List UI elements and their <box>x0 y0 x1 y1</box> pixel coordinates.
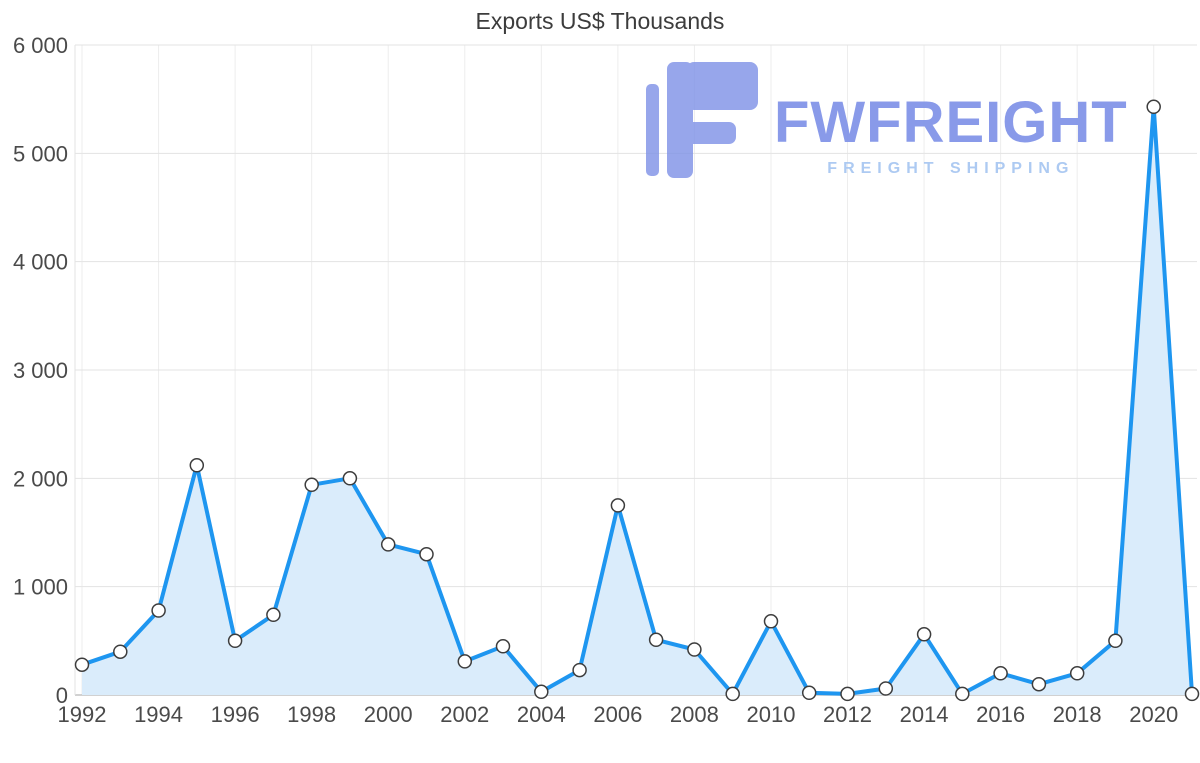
data-point-marker <box>457 654 473 669</box>
x-tick-label: 2000 <box>364 702 413 727</box>
data-point-marker <box>763 614 779 629</box>
x-tick-label: 2016 <box>976 702 1025 727</box>
x-tick-label: 2008 <box>670 702 719 727</box>
data-point-marker <box>1108 633 1123 649</box>
y-tick-label: 5 000 <box>13 141 68 166</box>
data-point-marker <box>648 632 664 648</box>
x-tick-label: 2006 <box>593 702 642 727</box>
data-point-marker <box>74 657 90 672</box>
data-point-marker <box>495 639 511 654</box>
y-tick-label: 6 000 <box>13 33 68 58</box>
data-point-marker <box>189 458 205 473</box>
data-point-marker <box>916 627 932 642</box>
y-axis-labels: 0 1 000 2 000 3 000 4 000 5 000 6 000 <box>13 33 68 708</box>
y-tick-label: 2 000 <box>13 466 68 491</box>
data-point-marker <box>687 642 702 657</box>
data-point-markers <box>74 99 1200 702</box>
data-point-marker <box>955 686 970 702</box>
x-tick-label: 2018 <box>1053 702 1102 727</box>
data-point-marker <box>1031 676 1047 692</box>
y-tick-label: 0 <box>56 683 68 708</box>
x-tick-label: 2014 <box>900 702 949 727</box>
x-tick-label: 2012 <box>823 702 872 727</box>
x-tick-label: 1998 <box>287 702 336 727</box>
x-tick-label: 1996 <box>211 702 260 727</box>
x-tick-label: 2020 <box>1129 702 1178 727</box>
data-point-marker <box>1069 666 1085 681</box>
data-point-marker <box>1184 686 1200 702</box>
data-point-marker <box>227 633 243 649</box>
y-tick-label: 3 000 <box>13 358 68 383</box>
data-point-marker <box>610 498 626 513</box>
data-point-marker <box>304 477 319 493</box>
data-point-marker <box>725 686 740 702</box>
data-point-marker <box>801 685 817 701</box>
data-point-marker <box>151 603 166 618</box>
chart-title: Exports US$ Thousands <box>475 8 725 34</box>
x-axis-labels: 1992 1994 1996 1998 2000 2002 2004 2006 2008 2010… <box>58 702 1179 727</box>
x-tick-label: 1992 <box>58 702 107 727</box>
data-point-marker <box>342 471 358 486</box>
data-point-marker <box>840 686 855 702</box>
data-point-marker <box>380 537 396 552</box>
data-point-marker <box>993 666 1008 681</box>
x-tick-label: 1994 <box>134 702 183 727</box>
data-point-marker <box>878 681 894 696</box>
data-point-marker <box>419 546 434 562</box>
y-tick-label: 4 000 <box>13 250 68 275</box>
data-point-marker <box>534 684 549 700</box>
x-tick-label: 2004 <box>517 702 566 727</box>
data-point-marker <box>572 662 587 678</box>
x-tick-label: 2002 <box>440 702 489 727</box>
data-point-marker <box>113 644 128 659</box>
y-tick-label: 1 000 <box>13 575 68 600</box>
x-tick-label: 2010 <box>746 702 795 727</box>
data-point-marker <box>1146 99 1161 115</box>
area-fill <box>82 106 1192 696</box>
data-point-marker <box>266 607 281 623</box>
